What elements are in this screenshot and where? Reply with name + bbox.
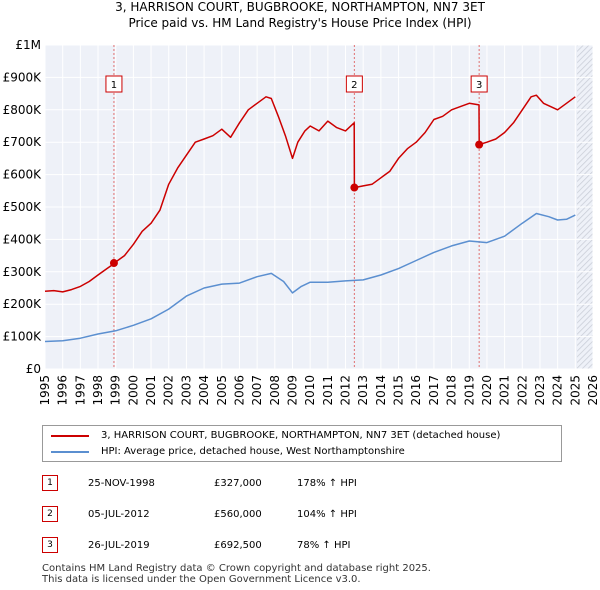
legend-swatch-hpi bbox=[51, 451, 89, 453]
x-tick-label: 2012 bbox=[339, 375, 353, 406]
x-tick-label: 2005 bbox=[215, 375, 229, 406]
x-tick-label: 2009 bbox=[285, 375, 299, 406]
transaction-row: 1 25-NOV-1998 £327,000 178% ↑ HPI bbox=[42, 475, 562, 493]
transaction-number-badge: 3 bbox=[42, 537, 58, 553]
y-tick-label: £0 bbox=[26, 362, 41, 376]
x-tick-label: 2021 bbox=[498, 375, 512, 406]
sale-point bbox=[350, 183, 359, 192]
transaction-number-badge: 2 bbox=[42, 506, 58, 522]
transaction-hpi-change: 104% ↑ HPI bbox=[297, 509, 357, 520]
property-price-line bbox=[44, 94, 576, 293]
x-tick-label: 1999 bbox=[109, 375, 123, 406]
y-tick-label: £700K bbox=[3, 135, 43, 149]
x-tick-label: 2022 bbox=[515, 375, 529, 406]
x-tick-label: 1998 bbox=[91, 375, 105, 406]
x-tick-label: 2001 bbox=[144, 375, 158, 406]
y-tick-label: £500K bbox=[3, 200, 43, 214]
x-tick-label: 2006 bbox=[232, 375, 246, 406]
price-chart: £0 £100K £200K £300K £400K £500K £600K £700K £80… bbox=[3, 38, 600, 406]
x-tick-label: 2016 bbox=[409, 375, 423, 406]
transaction-number-badge: 1 bbox=[42, 475, 58, 491]
x-tick-label: 2019 bbox=[462, 375, 476, 406]
legend-swatch-property bbox=[51, 435, 89, 437]
y-tick-label: £100K bbox=[3, 330, 43, 344]
y-tick-label: £200K bbox=[3, 297, 43, 311]
x-tick-label: 1995 bbox=[38, 375, 52, 406]
sale-number-box bbox=[470, 75, 488, 93]
chart-title-line2: Price paid vs. HM Land Registry's House … bbox=[128, 16, 472, 30]
transaction-hpi-change: 78% ↑ HPI bbox=[297, 540, 351, 551]
sale-number-label: 3 bbox=[476, 80, 482, 91]
y-tick-label: £800K bbox=[3, 103, 43, 117]
legend-label-property: 3, HARRISON COURT, BUGBROOKE, NORTHAMPTO… bbox=[101, 430, 501, 441]
transaction-hpi-change: 178% ↑ HPI bbox=[297, 478, 357, 489]
x-tick-label: 2020 bbox=[480, 375, 494, 406]
transaction-date: 26-JUL-2019 bbox=[88, 540, 150, 551]
y-tick-label: £1M bbox=[15, 38, 41, 52]
transaction-price: £560,000 bbox=[214, 509, 262, 520]
sale-number-label: 2 bbox=[351, 80, 357, 91]
x-tick-label: 2013 bbox=[356, 375, 370, 406]
transaction-price: £692,500 bbox=[214, 540, 262, 551]
x-tick-label: 2008 bbox=[268, 375, 282, 406]
footer-copyright: Contains HM Land Registry data © Crown c… bbox=[42, 563, 431, 574]
sale-number-box bbox=[345, 75, 363, 93]
legend-label-hpi: HPI: Average price, detached house, West… bbox=[101, 446, 405, 457]
x-tick-label: 2004 bbox=[197, 375, 211, 406]
transaction-date: 25-NOV-1998 bbox=[88, 478, 155, 489]
y-tick-label: £900K bbox=[3, 70, 43, 84]
sale-number-label: 1 bbox=[111, 80, 117, 91]
y-tick-label: £600K bbox=[3, 168, 43, 182]
x-tick-label: 2015 bbox=[392, 375, 406, 406]
sale-point bbox=[109, 259, 118, 268]
x-tick-label: 1997 bbox=[73, 375, 87, 406]
sale-number-box bbox=[105, 75, 123, 93]
y-tick-label: £300K bbox=[3, 265, 43, 279]
x-tick-label: 2000 bbox=[126, 375, 140, 406]
chart-title-line1: 3, HARRISON COURT, BUGBROOKE, NORTHAMPTO… bbox=[115, 0, 485, 14]
x-tick-label: 2011 bbox=[321, 375, 335, 406]
legend: 3, HARRISON COURT, BUGBROOKE, NORTHAMPTO… bbox=[42, 425, 562, 462]
x-tick-label: 2018 bbox=[445, 375, 459, 406]
x-tick-label: 2026 bbox=[586, 375, 600, 406]
hpi-series-line bbox=[44, 212, 576, 343]
footer-licence: This data is licensed under the Open Gov… bbox=[42, 574, 361, 585]
transaction-row: 3 26-JUL-2019 £692,500 78% ↑ HPI bbox=[42, 537, 562, 555]
x-tick-label: 2023 bbox=[533, 375, 547, 406]
x-tick-label: 2002 bbox=[162, 375, 176, 406]
x-tick-label: 1996 bbox=[56, 375, 70, 406]
x-tick-label: 2025 bbox=[568, 375, 582, 406]
sale-point bbox=[475, 140, 484, 149]
x-tick-label: 2017 bbox=[427, 375, 441, 406]
y-tick-label: £400K bbox=[3, 232, 43, 246]
transaction-price: £327,000 bbox=[214, 478, 262, 489]
x-tick-label: 2007 bbox=[250, 375, 264, 406]
x-tick-label: 2014 bbox=[374, 375, 388, 406]
x-tick-label: 2003 bbox=[179, 375, 193, 406]
x-tick-label: 2010 bbox=[303, 375, 317, 406]
transaction-date: 05-JUL-2012 bbox=[88, 509, 150, 520]
transaction-row: 2 05-JUL-2012 £560,000 104% ↑ HPI bbox=[42, 506, 562, 524]
x-tick-label: 2024 bbox=[551, 375, 565, 406]
